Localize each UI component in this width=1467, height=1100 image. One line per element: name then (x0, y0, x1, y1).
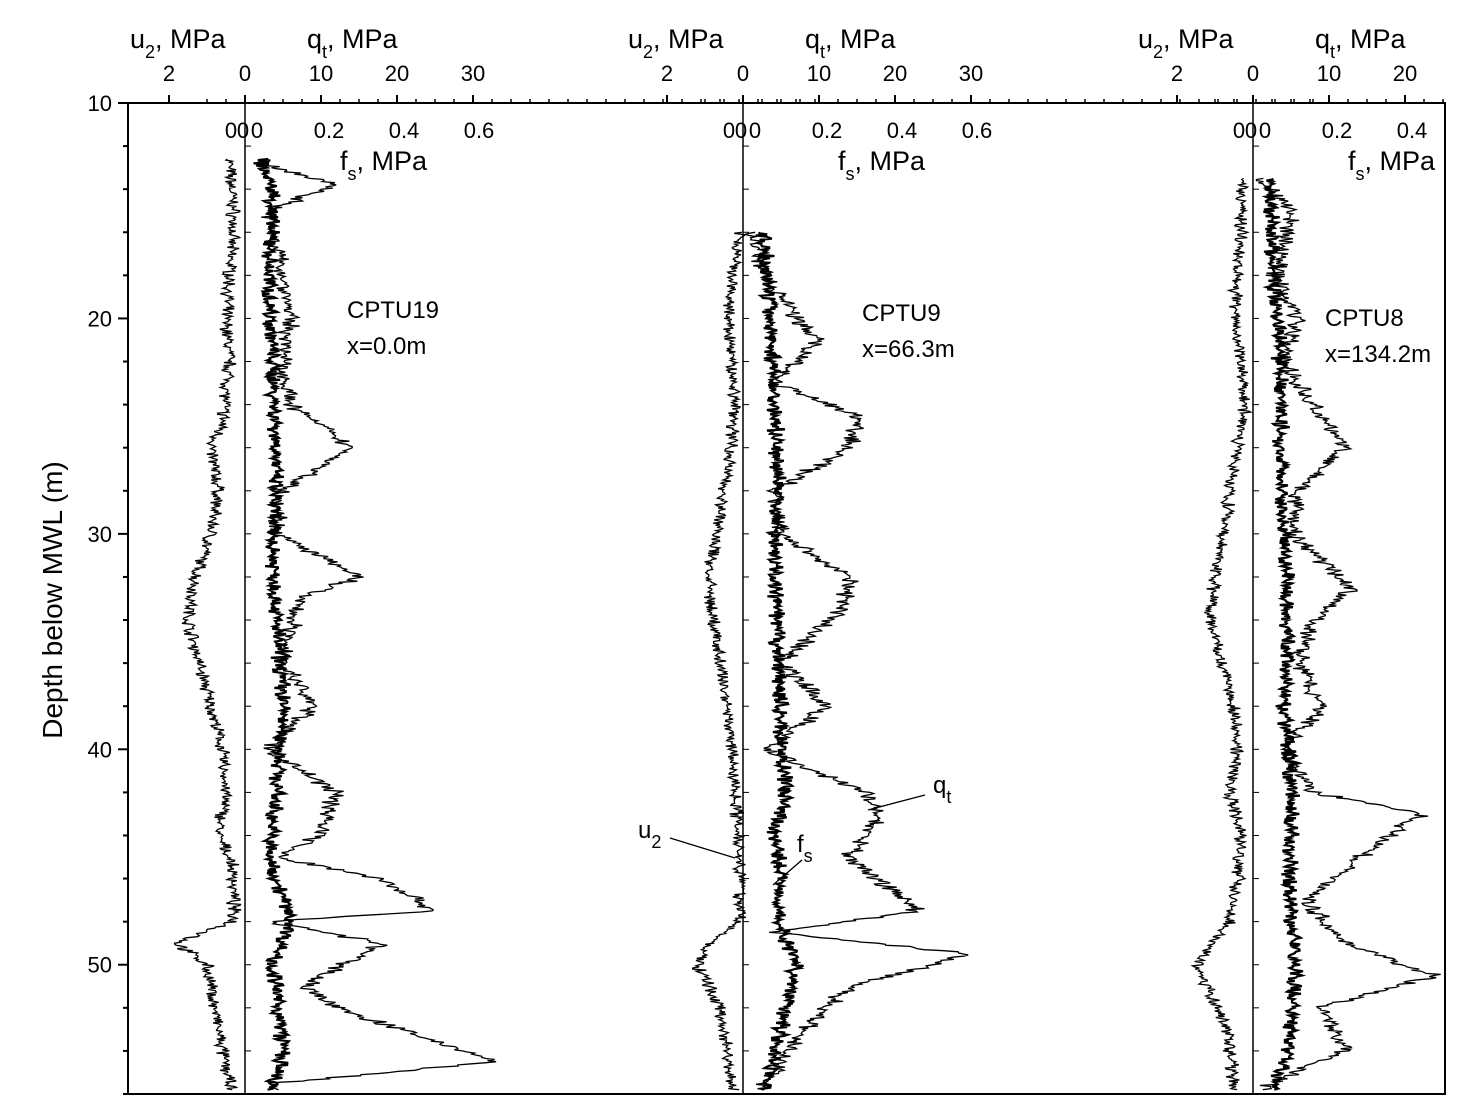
fs-axis-sub: s (1356, 164, 1365, 184)
u2-tick-label: 0 (1247, 61, 1259, 86)
qt-tick-label: 20 (883, 61, 907, 86)
plot-frame (127, 102, 1446, 1095)
qt-axis-unit: , MPa (327, 24, 399, 54)
y-tick-label: 30 (88, 522, 112, 547)
u2-axis-title: u2, MPa (1138, 24, 1235, 62)
annotation-leader (772, 859, 803, 886)
fs-tick-label: 0.4 (1397, 118, 1428, 143)
qt-axis-unit: , MPa (825, 24, 897, 54)
fs-tick-label: 0.2 (812, 118, 843, 143)
panel-label: CPTU8 (1325, 305, 1404, 332)
qt-tick-label: 10 (807, 61, 831, 86)
u2-trace (691, 231, 747, 1091)
qt-tick-label: 30 (461, 61, 485, 86)
u2-trace (173, 158, 242, 1091)
qt-trace (257, 158, 497, 1091)
qt-trace (1255, 177, 1441, 1091)
annotation-leader (867, 794, 926, 811)
fs-tick-label: 0.4 (389, 118, 420, 143)
annotation-sub: s (804, 846, 813, 866)
annotation-fs: fs (797, 831, 813, 866)
qt-axis-title: qt, MPa (307, 24, 399, 62)
inner-zero-label: 0 (735, 118, 747, 143)
annotations: u2 fs qt (638, 772, 951, 886)
u2-axis-sub: 2 (145, 42, 155, 62)
qt-tick-label: 10 (309, 61, 333, 86)
qt-trace (742, 231, 969, 1091)
fs-tick-label: 0.2 (314, 118, 345, 143)
fs-axis-title: fs, MPa (340, 146, 428, 184)
qt-axis-unit: , MPa (1335, 24, 1407, 54)
y-tick-label: 10 (88, 91, 112, 116)
fs-tick-label: 0.4 (887, 118, 918, 143)
qt-tick-label: 10 (1317, 61, 1341, 86)
inner-zero-label: 0 (251, 118, 263, 143)
annotation-leader (669, 837, 736, 859)
inner-zero-label: 0 (237, 118, 249, 143)
fs-tick-label: 0.2 (1322, 118, 1353, 143)
fs-trace (1261, 177, 1307, 1091)
u2-tick-label: 2 (1171, 61, 1183, 86)
fs-axis-unit: , MPa (357, 146, 429, 176)
u2-trace (1190, 177, 1253, 1091)
u2-tick-label: 2 (163, 61, 175, 86)
panel-label: CPTU9 (862, 300, 941, 327)
inner-zero-label: 0 (225, 118, 237, 143)
fs-tick-label: 0.6 (464, 118, 495, 143)
y-tick-label: 20 (88, 306, 112, 331)
annotation-sub: t (946, 787, 951, 807)
panel-position-label: x=0.0m (347, 333, 426, 360)
u2-tick-label: 0 (239, 61, 251, 86)
qt-tick-label: 30 (959, 61, 983, 86)
fs-axis-sub: s (846, 164, 855, 184)
qt-axis-sub: t (322, 42, 327, 62)
inner-zero-label: 0 (1245, 118, 1257, 143)
qt-axis-sub: t (1330, 42, 1335, 62)
plot-border (127, 102, 1446, 1095)
fs-tick-label: 0.6 (962, 118, 993, 143)
annotation-u2: u2 (638, 817, 661, 852)
fs-axis-unit: , MPa (855, 146, 927, 176)
u2-axis-unit: , MPa (1163, 24, 1235, 54)
annotation-sub: 2 (651, 832, 661, 852)
inner-zero-label: 0 (723, 118, 735, 143)
inner-zero-label: 0 (1259, 118, 1271, 143)
u2-axis-unit: , MPa (155, 24, 227, 54)
fs-axis-title: fs, MPa (1348, 146, 1436, 184)
qt-axis-title: qt, MPa (1315, 24, 1407, 62)
u2-axis-title: u2, MPa (628, 24, 725, 62)
qt-tick-label: 20 (385, 61, 409, 86)
u2-axis-unit: , MPa (653, 24, 725, 54)
inner-zero-label: 0 (749, 118, 761, 143)
fs-axis-title: fs, MPa (838, 146, 926, 184)
u2-axis-title: u2, MPa (130, 24, 227, 62)
qt-axis-sub: t (820, 42, 825, 62)
u2-tick-label: 0 (737, 61, 749, 86)
qt-tick-label: 20 (1393, 61, 1417, 86)
y-tick-label: 50 (88, 953, 112, 978)
y-axis-label: Depth below MWL (m) (37, 461, 68, 738)
fs-trace (253, 157, 299, 1091)
annotation-qt: qt (933, 772, 951, 807)
u2-axis-sub: 2 (1153, 42, 1163, 62)
inner-zero-label: 0 (1233, 118, 1245, 143)
panel-label: CPTU19 (347, 297, 439, 324)
u2-axis-sub: 2 (643, 42, 653, 62)
depth-axis: 10 20 30 40 50 (88, 91, 128, 1095)
u2-tick-label: 2 (661, 61, 673, 86)
panel-position-label: x=134.2m (1325, 341, 1431, 368)
fs-axis-sub: s (348, 164, 357, 184)
qt-axis-title: qt, MPa (805, 24, 897, 62)
fs-axis-unit: , MPa (1365, 146, 1437, 176)
panel-position-label: x=66.3m (862, 336, 955, 363)
y-tick-label: 40 (88, 737, 112, 762)
